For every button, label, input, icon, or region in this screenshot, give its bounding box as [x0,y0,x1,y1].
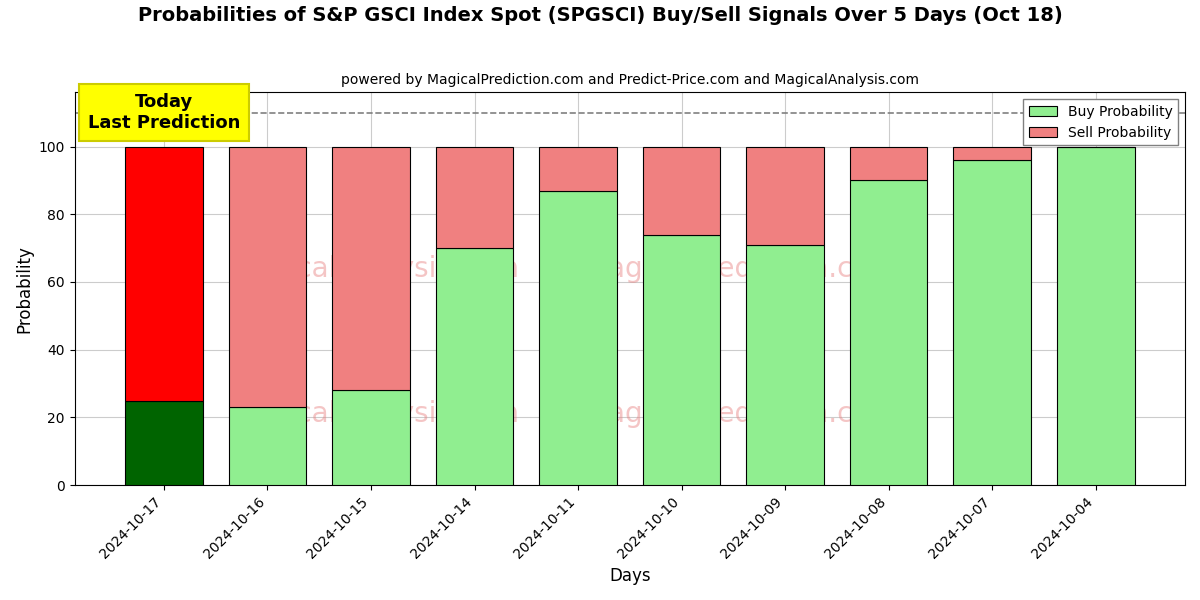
Y-axis label: Probability: Probability [16,245,34,332]
Text: MagicalAnalysis.com: MagicalAnalysis.com [230,255,518,283]
Bar [332,391,410,485]
Bar [436,248,514,485]
Bar [953,146,1031,160]
Title: powered by MagicalPrediction.com and Predict-Price.com and MagicalAnalysis.com: powered by MagicalPrediction.com and Pre… [341,73,919,87]
Bar [125,401,203,485]
Bar [332,146,410,391]
Bar [539,191,617,485]
Bar [746,245,824,485]
Bar [1057,146,1134,485]
Bar [850,181,928,485]
Bar [643,146,720,235]
Bar [229,407,306,485]
X-axis label: Days: Days [610,567,650,585]
Bar [125,146,203,401]
Text: MagicalPrediction.com: MagicalPrediction.com [584,255,898,283]
Text: Probabilities of S&P GSCI Index Spot (SPGSCI) Buy/Sell Signals Over 5 Days (Oct : Probabilities of S&P GSCI Index Spot (SP… [138,6,1062,25]
Text: Today
Last Prediction: Today Last Prediction [88,93,240,132]
Bar [850,146,928,181]
Bar [953,160,1031,485]
Bar [746,146,824,245]
Text: MagicalAnalysis.com: MagicalAnalysis.com [230,400,518,428]
Bar [229,146,306,407]
Legend: Buy Probability, Sell Probability: Buy Probability, Sell Probability [1024,99,1178,145]
Bar [539,146,617,191]
Text: MagicalPrediction.com: MagicalPrediction.com [584,400,898,428]
Bar [643,235,720,485]
Bar [436,146,514,248]
